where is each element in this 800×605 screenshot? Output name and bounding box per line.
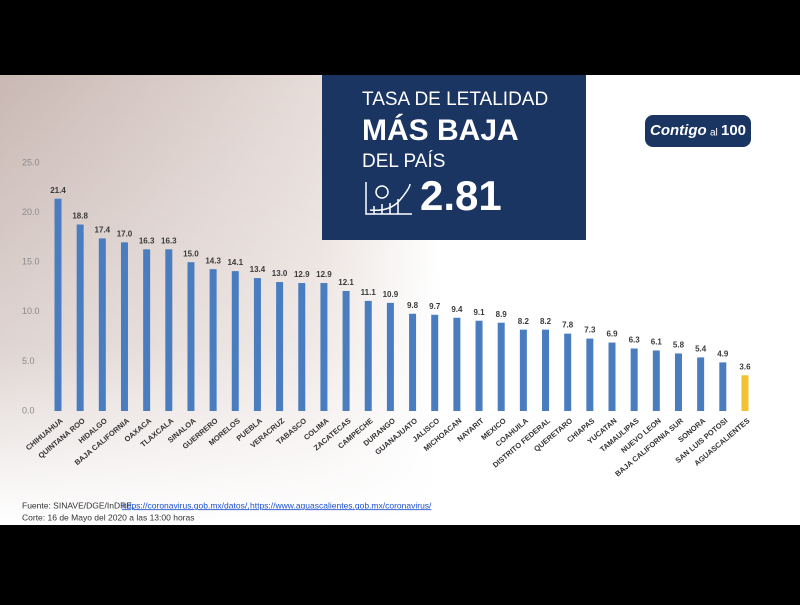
value-label: 9.1 [473, 308, 485, 317]
y-tick-label: 5.0 [22, 356, 35, 366]
source-link[interactable]: https://coronavirus.gob.mx/datos/, [122, 500, 250, 510]
value-label: 15.0 [183, 249, 199, 258]
y-tick-label: 25.0 [22, 157, 40, 167]
logo: Contigo al 100 [645, 115, 751, 147]
logo-box [645, 115, 751, 147]
bar [253, 278, 261, 411]
bar [475, 320, 483, 411]
logo-small: al [710, 128, 718, 139]
bar [320, 283, 328, 411]
value-label: 7.8 [562, 321, 574, 330]
value-label: 7.3 [584, 326, 596, 335]
value-label: 8.2 [518, 317, 530, 326]
value-label: 16.3 [161, 236, 177, 245]
value-label: 9.4 [451, 305, 463, 314]
value-label: 6.1 [651, 338, 663, 347]
value-label: 6.9 [606, 330, 618, 339]
headline-panel: TASA DE LETALIDAD MÁS BAJA DEL PAÍS 2.81 [322, 75, 586, 240]
bar [630, 348, 638, 411]
value-label: 11.1 [361, 288, 377, 297]
bar [209, 269, 217, 411]
value-label: 9.8 [407, 301, 419, 310]
y-tick-label: 15.0 [22, 257, 40, 267]
panel-line: DEL PAÍS [362, 151, 445, 172]
value-label: 12.9 [294, 270, 310, 279]
source-link[interactable]: https://www.aguascalientes.gob.mx/corona… [250, 500, 432, 510]
y-tick-label: 0.0 [22, 405, 35, 415]
y-tick-label: 10.0 [22, 306, 40, 316]
bar [120, 242, 128, 411]
value-label: 9.7 [429, 302, 441, 311]
bar [386, 302, 394, 411]
value-label: 17.0 [117, 229, 133, 238]
icon [365, 182, 412, 215]
value-label: 17.4 [95, 226, 111, 235]
bar [586, 338, 594, 411]
value-label: 6.3 [629, 336, 641, 345]
bar [54, 198, 62, 411]
bar [719, 362, 727, 411]
bar [165, 249, 173, 411]
value-label: 5.8 [673, 341, 685, 350]
value-label: 8.2 [540, 317, 552, 326]
value-label: 13.4 [250, 265, 266, 274]
cut-date: Corte: 16 de Mayo del 2020 a las 13:00 h… [22, 512, 194, 522]
bar [431, 314, 439, 411]
value-label: 18.8 [72, 212, 88, 221]
value-label: 14.3 [205, 256, 221, 265]
bar [564, 333, 572, 411]
panel-line: TASA DE LETALIDAD [362, 89, 548, 110]
bar [453, 317, 461, 411]
source-link-text[interactable]: https://coronavirus.gob.mx/datos/, [122, 500, 250, 510]
bar [697, 357, 705, 411]
panel-figure: 2.81 [420, 172, 502, 219]
bar [276, 282, 284, 411]
value-label: 3.6 [739, 362, 751, 371]
value-label: 16.3 [139, 236, 155, 245]
value-label: 12.9 [316, 270, 332, 279]
bar [409, 313, 417, 411]
panel-line: MÁS BAJA [362, 113, 519, 147]
bar [231, 271, 239, 411]
source-label: Fuente: SINAVE/DGE/InDRE, [22, 500, 134, 510]
value-label: 4.9 [717, 350, 729, 359]
bar [652, 350, 660, 411]
bar [143, 249, 151, 411]
bar [497, 322, 505, 411]
value-label: 10.9 [383, 290, 399, 299]
value-label: 8.9 [496, 310, 508, 319]
bar [674, 353, 682, 411]
value-label: 21.4 [50, 186, 66, 195]
value-label: 14.1 [227, 258, 243, 267]
value-label: 5.4 [695, 345, 707, 354]
bar [741, 375, 749, 411]
bar [608, 342, 616, 411]
bar [187, 262, 195, 411]
bar [76, 224, 84, 411]
logo-word: Contigo [650, 122, 707, 139]
bar [519, 329, 527, 411]
y-tick-label: 20.0 [22, 207, 40, 217]
bar [364, 300, 372, 411]
value-label: 12.1 [338, 278, 354, 287]
logo-number: 100 [721, 122, 746, 139]
bar [342, 290, 350, 411]
bar [98, 238, 106, 411]
source-link-text[interactable]: https://www.aguascalientes.gob.mx/corona… [250, 500, 432, 510]
bar [298, 283, 306, 411]
bar [542, 329, 550, 411]
value-label: 13.0 [272, 269, 288, 278]
